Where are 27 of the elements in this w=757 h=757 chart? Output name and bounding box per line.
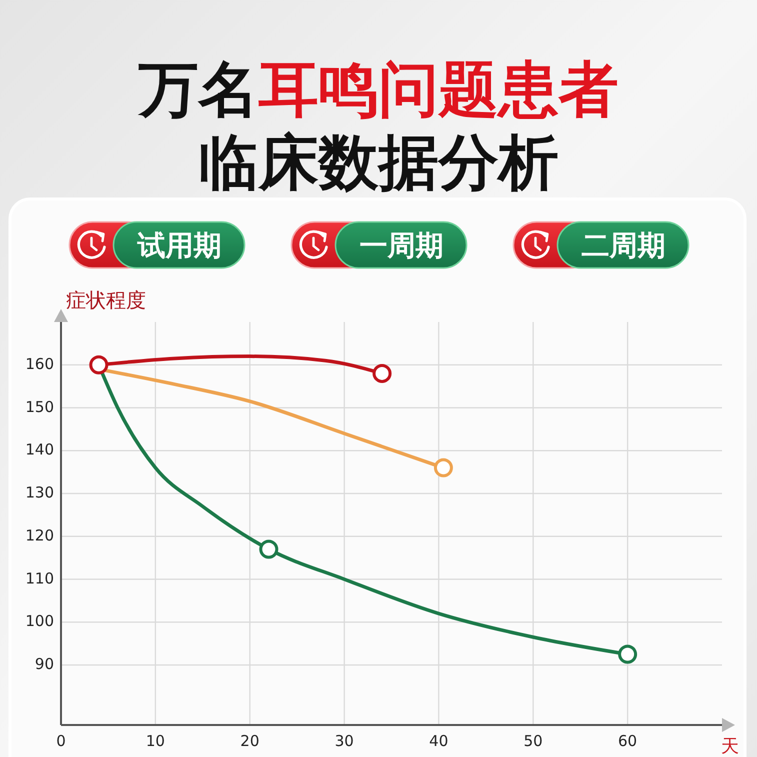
point [434, 458, 453, 478]
x-axis-title: 天 [721, 736, 739, 757]
y-tick-label: 110 [25, 569, 54, 588]
point [372, 364, 392, 383]
y-tick-label: 120 [25, 526, 54, 544]
x-tick-label: 0 [56, 732, 66, 750]
text: 二周期 [582, 229, 666, 262]
y-tick-label: 100 [25, 612, 54, 630]
chart-title: 万名耳鸣问题患者 [138, 55, 618, 125]
point [89, 355, 108, 374]
x-tick-label: 40 [429, 732, 448, 750]
y-axis-title: 症状程度 [66, 288, 146, 312]
y-tick-label: 90 [34, 655, 54, 674]
chart-subtitle: 临床数据分析 [198, 128, 558, 198]
y-tick-label: 130 [25, 484, 54, 502]
x-tick-label: 20 [240, 732, 260, 750]
x-tick-label: 60 [618, 732, 638, 750]
y-tick-label: 150 [25, 398, 54, 416]
text: 一周期 [360, 229, 444, 262]
point [618, 644, 638, 664]
x-tick-label: 50 [524, 732, 543, 750]
x-tick-label: 10 [146, 732, 165, 750]
y-tick-label: 160 [25, 354, 54, 373]
x-tick-label: 30 [334, 732, 354, 750]
y-tick-label: 140 [25, 440, 54, 459]
point [259, 540, 278, 559]
text: 试用期 [136, 229, 222, 262]
